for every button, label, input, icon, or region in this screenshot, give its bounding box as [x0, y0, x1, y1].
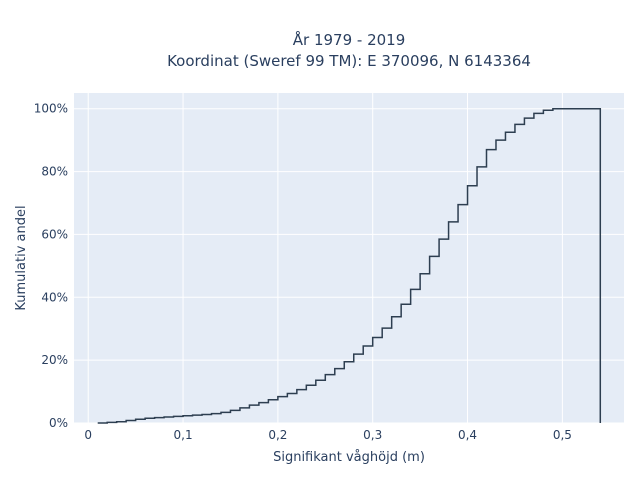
y-tick-label: 20% [41, 353, 68, 367]
y-tick-label: 80% [41, 165, 68, 179]
chart-title-line2: Koordinat (Sweref 99 TM): E 370096, N 61… [167, 52, 531, 70]
x-tick-label: 0,5 [553, 428, 572, 442]
x-tick-label: 0,2 [268, 428, 287, 442]
y-tick-label: 0% [49, 416, 68, 430]
x-tick-label: 0,3 [363, 428, 382, 442]
y-tick-label: 60% [41, 227, 68, 241]
x-tick-label: 0 [84, 428, 92, 442]
y-tick-label: 100% [34, 102, 68, 116]
x-tick-label: 0,4 [458, 428, 477, 442]
x-axis-title: Signifikant våghöjd (m) [273, 450, 425, 465]
y-tick-label: 40% [41, 290, 68, 304]
plot-area [74, 93, 624, 423]
x-tick-label: 0,1 [174, 428, 193, 442]
y-axis-title: Kumulativ andel [14, 205, 29, 310]
chart-title-line1: År 1979 - 2019 [293, 30, 406, 49]
ecdf-series-line [97, 107, 602, 424]
